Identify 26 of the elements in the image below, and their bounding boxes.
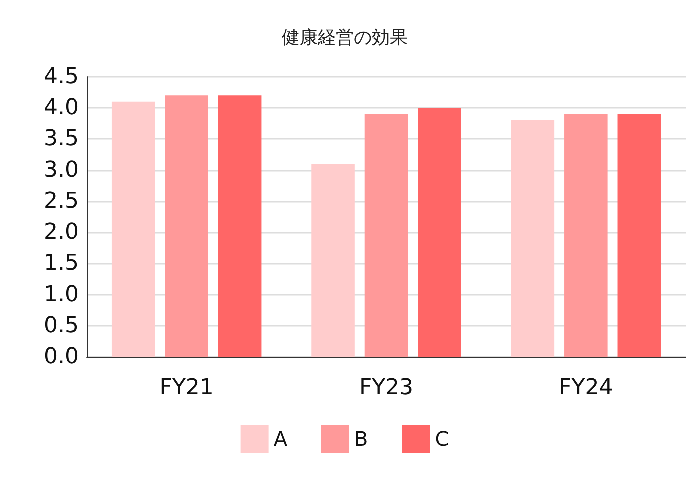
chart-title: 健康経営の効果 <box>282 28 408 48</box>
y-tick-label: 3.5 <box>44 126 79 152</box>
y-tick-label: 3.0 <box>44 158 79 183</box>
legend-label: A <box>274 427 288 451</box>
bar <box>165 96 208 357</box>
y-tick-label: 4.0 <box>44 96 79 121</box>
x-tick-label: FY23 <box>359 376 414 400</box>
bar <box>564 114 608 357</box>
bar <box>418 108 462 357</box>
bar <box>511 120 555 357</box>
y-tick-label: 1.5 <box>44 251 79 276</box>
bar <box>312 164 355 357</box>
y-tick-label: 0.0 <box>44 344 79 370</box>
y-tick-label: 0.5 <box>44 313 79 338</box>
y-tick-label: 4.5 <box>44 64 79 90</box>
legend-label: C <box>435 427 450 451</box>
y-tick-label: 1.0 <box>44 282 79 308</box>
bar <box>364 114 408 357</box>
bar <box>112 102 156 357</box>
bar <box>218 96 262 357</box>
bar <box>618 114 662 357</box>
legend-label: B <box>354 427 368 451</box>
y-tick-label: 2.0 <box>44 220 79 246</box>
x-tick-label: FY24 <box>559 376 614 400</box>
y-tick-label: 2.5 <box>44 188 79 214</box>
x-tick-label: FY21 <box>160 376 214 400</box>
